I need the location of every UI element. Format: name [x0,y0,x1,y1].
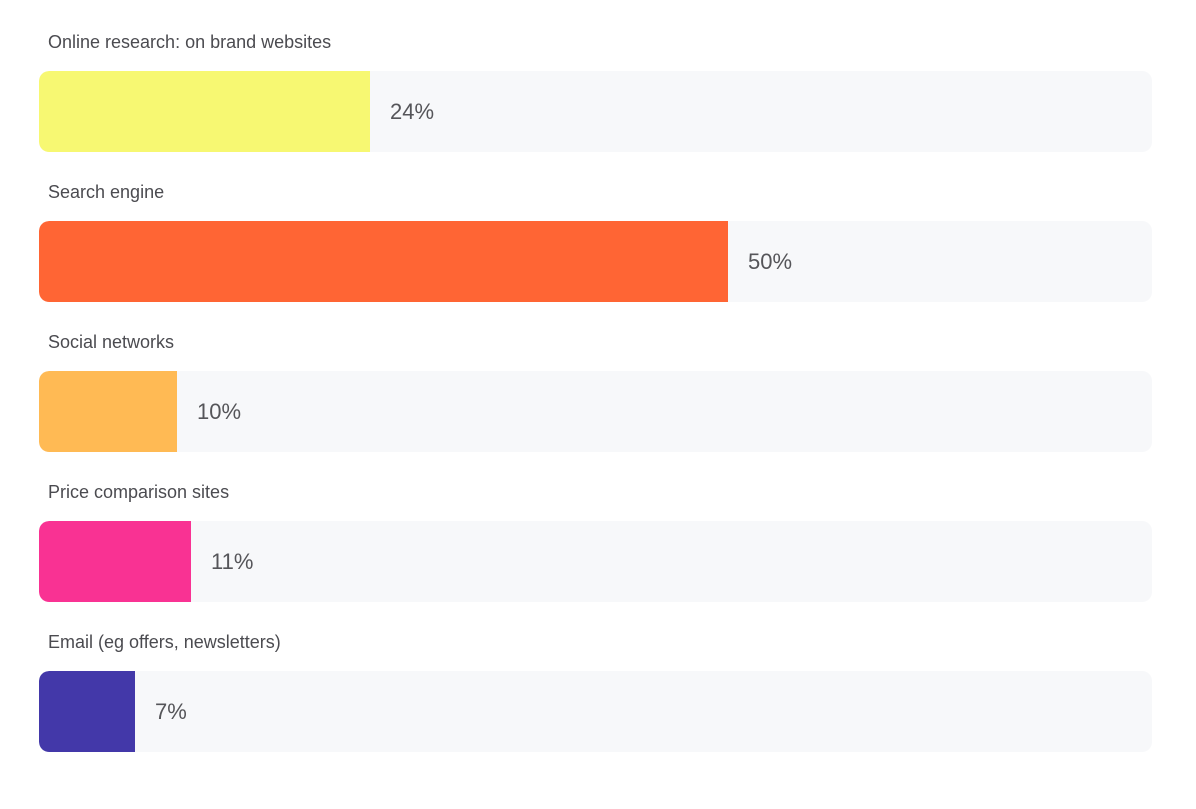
bar-value-label: 11% [211,549,254,574]
bar-track: 24% [39,71,1152,152]
bar-category-label: Online research: on brand websites [48,32,332,52]
bar-category-label: Search engine [48,182,165,202]
bar-value-label: 7% [155,699,187,724]
bar [39,521,191,602]
bar-track: 10% [39,371,1152,452]
bar-value-label: 50% [748,249,793,274]
bar-category-label: Social networks [48,332,175,352]
bar [39,671,135,752]
bar-track: 50% [39,221,1152,302]
bar-track: 11% [39,521,1152,602]
bar-track: 7% [39,671,1152,752]
bar-value-label: 10% [197,399,242,424]
bar-category-label: Email (eg offers, newsletters) [48,632,281,652]
bar-category-label: Price comparison sites [48,482,230,502]
bar-value-label: 24% [390,99,435,124]
bar [39,71,370,152]
bar [39,371,177,452]
bar [39,221,728,302]
